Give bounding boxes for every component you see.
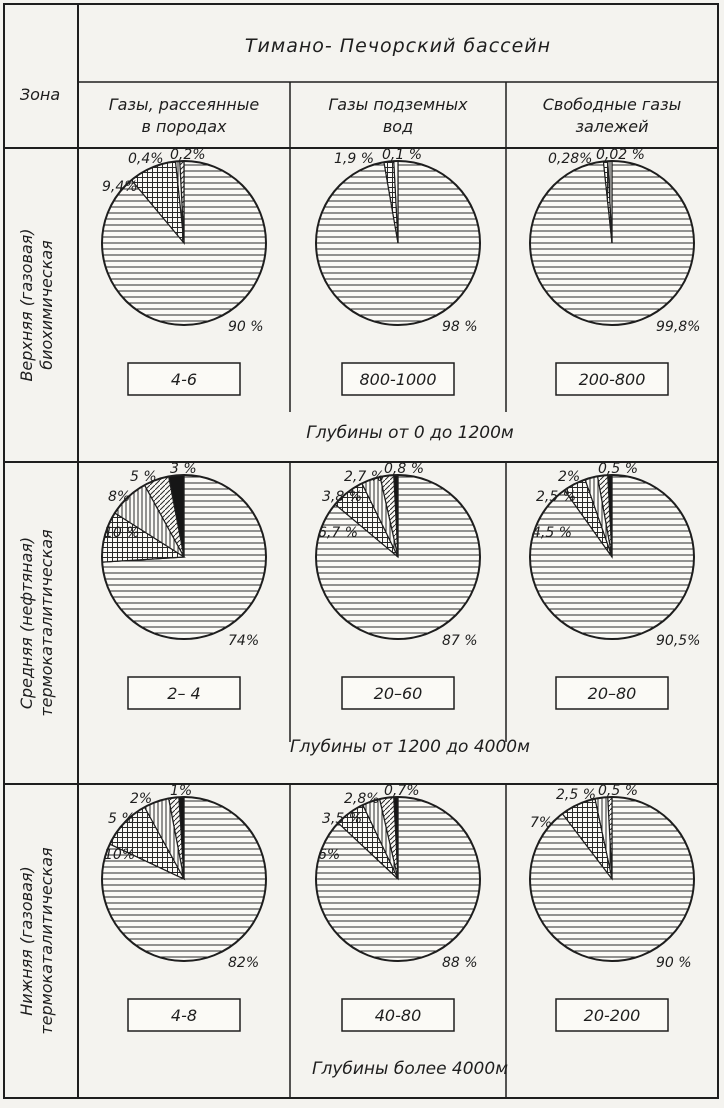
range-value-r3-c1: 4-8 [171, 1006, 197, 1025]
zone-label-3: Нижняя (газовая) термокаталитическая [17, 847, 56, 1035]
range-box-r2-c2 [341, 676, 455, 710]
pie-outline-r2-c3 [529, 474, 695, 640]
table-frame [3, 3, 719, 1099]
range-value-r3-c2: 40-80 [375, 1006, 422, 1025]
pie-label-r2-c2-5: 0,8 % [384, 461, 424, 477]
range-value-r1-c1: 4-6 [171, 370, 197, 389]
zone-label-2: Средняя (нефтяная) термокаталитическая [17, 529, 56, 717]
pie-label-r2-c3-3: 2,5 % [536, 489, 576, 505]
range-box-r1-c2 [341, 362, 455, 396]
pie-label-r1-c2-3: 0,1 % [382, 147, 422, 163]
pie-label-r1-c3-1: 99,8% [656, 319, 700, 335]
pie-outline-r1-c1 [101, 160, 267, 326]
range-value-r1-c2: 800-1000 [359, 370, 436, 389]
zone-label-2-line-1: Средняя (нефтяная) [17, 537, 36, 709]
column-header-1-line-2: в породах [141, 117, 227, 136]
pie-outline-r3-c1 [101, 796, 267, 962]
pie-outline-r2-c2 [315, 474, 481, 640]
pie-label-r3-c1-4: 2% [130, 791, 152, 807]
zone-label-3-line-1: Нижняя (газовая) [17, 866, 36, 1016]
pie-label-r3-c3-1: 90 % [656, 955, 692, 971]
column-header-2-line-1: Газы подземных [328, 95, 468, 114]
pie-label-r3-c1-5: 1% [170, 783, 192, 799]
pie-label-r3-c1-1: 82% [228, 955, 259, 971]
zone-label-1-line-2: биохимическая [37, 240, 56, 370]
pie-label-r3-c2-3: 3,5 % [322, 811, 362, 827]
range-box-r1-c1 [127, 362, 241, 396]
pie-label-r3-c3-3: 2,5 % [556, 787, 596, 803]
pie-label-r2-c1-1: 74% [228, 633, 259, 649]
pie-label-r2-c2-1: 87 % [442, 633, 478, 649]
range-box-r3-c1 [127, 998, 241, 1032]
pie-outline-r3-c3 [529, 796, 695, 962]
depth-caption-1: Глубины от 0 до 1200м [306, 423, 514, 443]
pie-label-r2-c3-1: 90,5% [656, 633, 700, 649]
pie-grid: Верхняя (газовая) биохимическая Глубины от… [17, 147, 700, 1079]
zone-label-3-line-2: термокаталитическая [37, 847, 56, 1035]
pie-outline-r1-c3 [529, 160, 695, 326]
range-box-r3-c3 [555, 998, 669, 1032]
column-header-3-line-1: Свободные газы [543, 95, 681, 114]
column-header-3-line-2: залежей [575, 117, 648, 136]
pie-label-r2-c3-4: 2% [558, 469, 580, 485]
pie-label-r1-c3-2: 0,28% [548, 151, 592, 167]
range-value-r3-c3: 20-200 [584, 1006, 641, 1025]
pie-label-r2-c1-2: 10 % [104, 525, 140, 541]
pie-label-r1-c2-2: 1,9 % [334, 151, 374, 167]
zone-column-header: Зона [20, 85, 60, 104]
pie-outline-r2-c1 [101, 474, 267, 640]
pie-label-r3-c2-5: 0,7% [384, 783, 420, 799]
zone-label-1-line-1: Верхняя (газовая) [17, 228, 36, 381]
pie-label-r3-c3-2: 7% [530, 815, 552, 831]
pie-label-r2-c2-3: 3,8 % [322, 489, 362, 505]
pie-label-r2-c2-2: 6,7 % [318, 525, 358, 541]
pie-label-r2-c3-2: 4,5 % [532, 525, 572, 541]
column-header-2-line-2: вод [383, 117, 413, 136]
pie-outline-r1-c2 [315, 160, 481, 326]
range-box-r3-c2 [341, 998, 455, 1032]
pie-label-r1-c1-3: 0,4% [128, 151, 164, 167]
pie-label-r2-c1-3: 8% [108, 489, 130, 505]
zone-label-1: Верхняя (газовая) биохимическая [17, 228, 56, 381]
range-box-r2-c3 [555, 676, 669, 710]
pie-label-r1-c1-4: 0,2% [170, 147, 206, 163]
pie-label-r2-c2-4: 2,7 % [344, 469, 384, 485]
pie-label-r3-c1-3: 5 % [108, 811, 135, 827]
pie-label-r1-c1-1: 90 % [228, 319, 264, 335]
pie-label-r3-c2-1: 88 % [442, 955, 478, 971]
range-box-r1-c3 [555, 362, 669, 396]
pie-label-r1-c1-2: 9,4% [102, 179, 138, 195]
range-box-r2-c1 [127, 676, 241, 710]
range-value-r2-c1: 2– 4 [167, 684, 200, 703]
pie-label-r3-c3-4: 0,5 % [598, 783, 638, 799]
range-value-r2-c3: 20–80 [588, 684, 637, 703]
zone-label-2-line-2: термокаталитическая [37, 529, 56, 717]
pie-label-r2-c1-5: 3 % [170, 461, 197, 477]
pie-label-r1-c3-3: 0,02 % [596, 147, 645, 163]
column-header-1-line-1: Газы, рассеянные [109, 95, 260, 114]
pie-label-r3-c1-2: 10% [104, 847, 135, 863]
basin-title: Тимано- Печорский бассейн [245, 35, 551, 57]
range-value-r2-c2: 20–60 [374, 684, 423, 703]
pie-label-r3-c2-4: 2,8% [344, 791, 380, 807]
depth-caption-3: Глубины более 4000м [312, 1059, 508, 1079]
pie-label-r3-c2-2: 6% [318, 847, 340, 863]
pie-label-r1-c2-1: 98 % [442, 319, 478, 335]
pie-outline-r3-c2 [315, 796, 481, 962]
range-value-r1-c3: 200-800 [579, 370, 646, 389]
depth-caption-2: Глубины от 1200 до 4000м [290, 737, 530, 757]
pie-label-r2-c1-4: 5 % [130, 469, 157, 485]
pie-label-r2-c3-5: 0,5 % [598, 461, 638, 477]
